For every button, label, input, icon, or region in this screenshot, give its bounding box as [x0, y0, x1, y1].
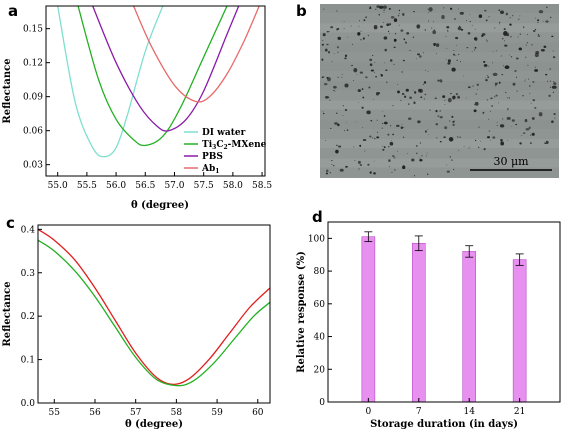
- panel-c-y-axis-label: Reflectance: [2, 281, 13, 346]
- x-tick-label: 58.5: [252, 181, 272, 191]
- series-red-line: [38, 228, 270, 386]
- series-green-line: [38, 239, 270, 387]
- y-tick-label: 0.06: [23, 127, 43, 137]
- bar: [462, 251, 477, 403]
- x-tick-label: 7: [416, 407, 422, 417]
- panel-a-reflectance-chart: 55.0 55.5 56.0 56.5 57.0 57.5 58.0 58.5 0.03 0.06…: [2, 2, 272, 211]
- y-tick-label: 0.1: [21, 356, 35, 366]
- panel-label-c: c: [6, 214, 15, 232]
- y-tick-label: 0.12: [23, 59, 43, 69]
- panel-c-reflectance-chart: 55 56 57 58 59 60 0.0 0.1 0.2 0.3 0.4 θ (degree) R…: [2, 214, 271, 430]
- y-tick-label: 20: [314, 365, 326, 375]
- x-tick-label: 0: [365, 407, 371, 417]
- y-tick-label: 100: [308, 234, 325, 244]
- panel-a-y-axis-label: Reflectance: [2, 58, 13, 123]
- panel-d-y-axis-label: Relative response (%): [296, 251, 307, 373]
- y-tick-label: 40: [314, 333, 326, 343]
- y-tick-label: 0: [319, 398, 325, 408]
- series-mxene-line: [77, 6, 228, 147]
- series-ab1-line: [133, 6, 260, 103]
- series-pbs-line: [92, 6, 240, 132]
- panel-c-axes-frame: [37, 224, 271, 404]
- x-tick-label: 55.5: [77, 181, 97, 191]
- x-tick-label: 58.0: [223, 181, 243, 191]
- x-tick-label: 60: [252, 408, 264, 418]
- y-tick-label: 0.4: [21, 225, 36, 235]
- bar: [361, 236, 376, 403]
- y-tick-label: 0.2: [21, 312, 35, 322]
- bar: [411, 242, 426, 403]
- x-tick-label: 55.0: [48, 181, 68, 191]
- x-tick-label: 56: [89, 408, 101, 418]
- panel-label-d: d: [312, 208, 323, 226]
- y-tick-label: 0.3: [21, 269, 36, 279]
- y-tick-label: 60: [314, 300, 326, 310]
- micrograph-texture: [320, 4, 559, 177]
- bar: [512, 259, 527, 403]
- x-tick-label: 21: [514, 407, 525, 417]
- panel-b-sem-micrograph: 30 μm b: [296, 2, 559, 178]
- panel-d-bar-chart: 0 7 14 21 0 20 40 60 80 100 Storage duration (in …: [296, 208, 561, 430]
- scale-bar-label: 30 μm: [493, 155, 529, 168]
- y-tick-label: 0.03: [23, 161, 43, 171]
- x-tick-label: 55: [49, 408, 61, 418]
- legend-label-pbs: PBS: [202, 152, 223, 162]
- panel-c-x-axis-label: θ (degree): [125, 419, 183, 430]
- panel-a-axes-frame: [45, 5, 266, 177]
- panel-a-x-axis-label: θ (degree): [131, 200, 189, 211]
- x-tick-label: 58: [171, 408, 183, 418]
- x-tick-label: 57.5: [194, 181, 214, 191]
- x-tick-label: 14: [463, 407, 475, 417]
- x-tick-label: 56.5: [135, 181, 155, 191]
- x-tick-label: 56.0: [106, 181, 126, 191]
- legend-label-mxene: Ti3C2-MXene: [202, 140, 267, 151]
- y-tick-label: 0.15: [23, 25, 43, 35]
- panel-label-a: a: [8, 2, 18, 20]
- legend-label-di-water: DI water: [202, 128, 246, 138]
- panel-d-x-axis-label: Storage duration (in days): [370, 419, 518, 430]
- x-tick-label: 59: [211, 408, 223, 418]
- y-tick-label: 80: [314, 267, 326, 277]
- x-tick-label: 57.0: [164, 181, 184, 191]
- y-tick-label: 0.0: [21, 399, 36, 409]
- panel-a-legend: DI water Ti3C2-MXene PBS Ab1: [184, 128, 267, 175]
- series-di-water-line: [57, 6, 164, 158]
- y-tick-label: 0.09: [23, 93, 43, 103]
- panel-d-axes-frame: [327, 221, 561, 403]
- x-tick-label: 57: [130, 408, 142, 418]
- panel-label-b: b: [296, 2, 307, 20]
- legend-label-ab1: Ab1: [201, 164, 219, 175]
